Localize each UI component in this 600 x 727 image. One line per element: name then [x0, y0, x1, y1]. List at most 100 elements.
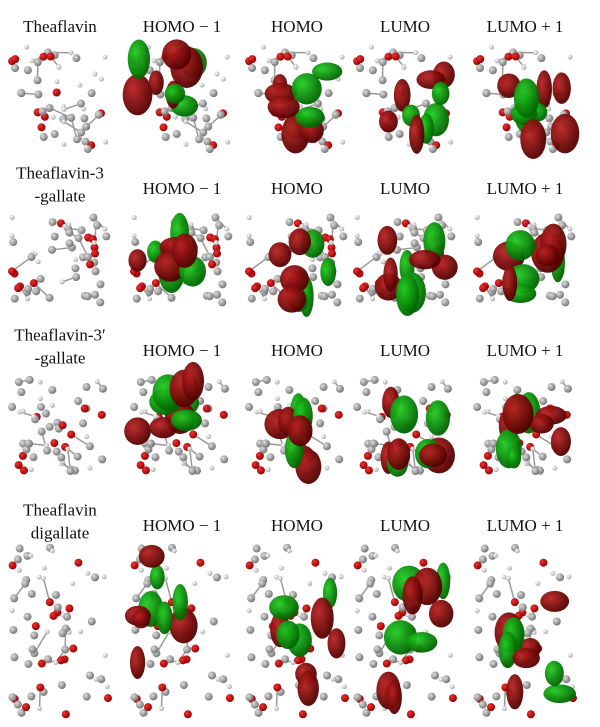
- column-header: LUMO + 1: [487, 17, 564, 36]
- atom: [401, 64, 407, 70]
- molecule: [473, 44, 580, 160]
- atom: [136, 461, 145, 470]
- atom: [212, 249, 221, 258]
- atom: [50, 232, 59, 241]
- orbital-lobe: [124, 417, 151, 445]
- atom: [474, 625, 483, 634]
- atom: [102, 226, 108, 232]
- atom: [44, 629, 50, 635]
- atom: [139, 388, 148, 397]
- atom: [131, 233, 137, 239]
- atom: [79, 419, 88, 428]
- atom: [479, 378, 488, 387]
- atom: [474, 238, 483, 247]
- column-header: LUMO: [380, 516, 430, 535]
- atom: [10, 294, 19, 303]
- atom: [533, 50, 539, 56]
- atom: [36, 402, 45, 411]
- atom: [130, 403, 139, 412]
- atom: [189, 113, 198, 122]
- atom: [17, 708, 26, 717]
- atom: [285, 218, 294, 227]
- row-label: Theaflavin-3: [16, 163, 104, 182]
- atom: [152, 631, 161, 640]
- atom: [419, 397, 428, 406]
- atom: [370, 375, 379, 384]
- atom: [398, 660, 404, 666]
- atom: [443, 384, 452, 393]
- atom: [547, 382, 556, 391]
- atom: [94, 379, 100, 385]
- atom: [384, 52, 393, 61]
- atom: [202, 404, 211, 413]
- atom: [539, 558, 548, 567]
- atom: [522, 681, 531, 690]
- atom: [340, 139, 346, 145]
- atom: [220, 384, 229, 393]
- atom: [323, 671, 332, 680]
- orbital-lobe: [379, 110, 398, 133]
- atom: [567, 226, 573, 232]
- atom: [269, 287, 278, 296]
- atom: [281, 443, 287, 449]
- atom: [333, 298, 342, 307]
- orbital-lobe: [127, 39, 151, 79]
- atom: [52, 447, 61, 456]
- atom: [56, 64, 62, 70]
- atom: [130, 693, 139, 702]
- atom: [91, 573, 100, 582]
- atom: [262, 375, 271, 384]
- atom: [381, 574, 387, 580]
- column-header: HOMO − 1: [143, 341, 222, 360]
- atom: [24, 284, 33, 293]
- atom: [319, 382, 328, 391]
- molecule: [473, 213, 576, 307]
- atom: [65, 228, 74, 237]
- atom: [250, 700, 259, 709]
- atom: [278, 565, 284, 571]
- atom: [374, 58, 380, 64]
- atom: [38, 107, 47, 116]
- atom: [20, 408, 26, 414]
- atom: [366, 579, 375, 588]
- atom: [493, 553, 499, 559]
- orbital-lobe: [502, 265, 518, 302]
- atom: [413, 50, 419, 56]
- column-header: LUMO: [380, 341, 430, 360]
- atom: [359, 378, 368, 387]
- orbital-lobe: [138, 544, 165, 568]
- atom: [262, 296, 268, 302]
- atom: [483, 451, 492, 460]
- orbital-lobe: [149, 417, 178, 439]
- molecule: [353, 213, 458, 317]
- molecule: [245, 213, 348, 318]
- atom: [310, 257, 316, 263]
- atom: [266, 453, 275, 462]
- atom: [251, 378, 260, 387]
- atom: [213, 290, 222, 299]
- atom: [566, 574, 572, 580]
- atom: [353, 693, 362, 702]
- atom: [429, 434, 435, 440]
- atom: [183, 119, 189, 125]
- atom: [199, 128, 208, 137]
- atom: [473, 693, 482, 702]
- atom: [135, 700, 144, 709]
- orbital-lobe: [148, 70, 164, 95]
- atom: [489, 284, 498, 293]
- atom: [441, 280, 450, 289]
- atom: [251, 284, 260, 293]
- atom: [505, 575, 511, 581]
- atom: [328, 290, 337, 299]
- row-label: Theaflavin: [23, 500, 97, 519]
- atom: [543, 629, 549, 635]
- atom: [518, 603, 527, 612]
- atom: [526, 710, 535, 719]
- atom: [567, 652, 573, 658]
- atom: [77, 128, 86, 137]
- atom: [563, 384, 572, 393]
- atom: [52, 88, 61, 97]
- atom: [331, 379, 337, 385]
- atom: [368, 612, 377, 621]
- atom: [281, 655, 290, 664]
